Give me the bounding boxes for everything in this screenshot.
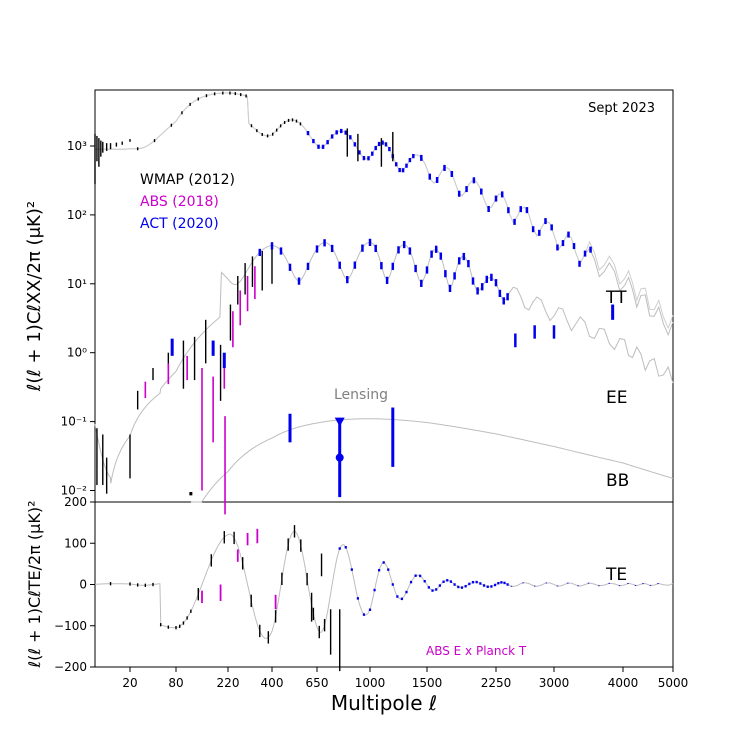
te-theory-curve bbox=[95, 530, 674, 639]
top-y-tick-label: 10³ bbox=[67, 139, 87, 153]
top-panel-frame bbox=[94, 89, 674, 503]
te-data-points bbox=[109, 525, 659, 672]
tt-theory-curve-lensed bbox=[95, 92, 674, 330]
bottom-y-axis-ticks: 200 100 0 −100 −200 bbox=[54, 495, 95, 674]
x-tick-label: 80 bbox=[168, 676, 183, 690]
label-lensing: Lensing bbox=[334, 387, 388, 403]
top-y-tick-label: 10⁻¹ bbox=[61, 415, 88, 429]
x-tick-label: 220 bbox=[217, 676, 240, 690]
top-y-axis-label: ℓ(ℓ + 1)CℓXX/2π (μK)² bbox=[24, 201, 45, 392]
bb-upper-limit-marker bbox=[334, 417, 345, 427]
x-tick-label: 400 bbox=[261, 676, 284, 690]
tt-theory-curve bbox=[95, 92, 674, 337]
x-tick-label: 4000 bbox=[608, 676, 639, 690]
bottom-y-tick-label: −100 bbox=[54, 619, 87, 633]
legend-abs: ABS (2018) bbox=[140, 194, 219, 210]
x-tick-label: 1000 bbox=[355, 676, 386, 690]
bottom-y-tick-label: 0 bbox=[79, 578, 87, 592]
x-tick-label: 5000 bbox=[658, 676, 689, 690]
tt-data-points bbox=[94, 91, 615, 320]
label-ee: EE bbox=[606, 388, 627, 408]
bottom-y-tick-label: 100 bbox=[64, 536, 87, 550]
x-tick-label: 20 bbox=[122, 676, 137, 690]
bb-data-points bbox=[105, 407, 395, 515]
bottom-y-tick-label: 200 bbox=[64, 495, 87, 509]
label-te: TE bbox=[605, 565, 627, 585]
x-axis-label: Multipole ℓ bbox=[331, 691, 437, 715]
top-y-tick-label: 10⁻² bbox=[61, 484, 88, 498]
top-y-axis-ticks: 10⁻² 10⁻¹ 10⁰ 10¹ 10² 10³ bbox=[61, 139, 95, 498]
ee-data-points bbox=[96, 238, 556, 491]
label-bb: BB bbox=[606, 471, 629, 491]
top-y-tick-label: 10¹ bbox=[67, 277, 87, 291]
top-y-tick-label: 10⁰ bbox=[67, 346, 87, 360]
date-note: Sept 2023 bbox=[588, 101, 655, 116]
x-tick-label: 1500 bbox=[412, 676, 443, 690]
label-tt: TT bbox=[605, 288, 627, 308]
bottom-y-axis-label: ℓ(ℓ + 1)CℓTE/2π (μK)² bbox=[25, 501, 44, 669]
x-tick-label: 3000 bbox=[539, 676, 570, 690]
ee-theory-curve bbox=[94, 241, 674, 484]
x-tick-label: 2250 bbox=[481, 676, 512, 690]
bb-act-marker bbox=[335, 453, 344, 462]
x-tick-label: 650 bbox=[306, 676, 329, 690]
legend-act: ACT (2020) bbox=[140, 216, 219, 232]
legend-wmap: WMAP (2012) bbox=[140, 172, 235, 188]
abs-planck-annotation: ABS E x Planck T bbox=[426, 644, 527, 658]
top-y-tick-label: 10² bbox=[67, 208, 87, 222]
bb-lensing-theory-curve bbox=[190, 418, 674, 503]
bottom-y-tick-label: −200 bbox=[54, 660, 87, 674]
x-axis-ticks: 20 80 220 400 650 1000 1500 2250 3000 4000 5000 bbox=[122, 667, 688, 690]
